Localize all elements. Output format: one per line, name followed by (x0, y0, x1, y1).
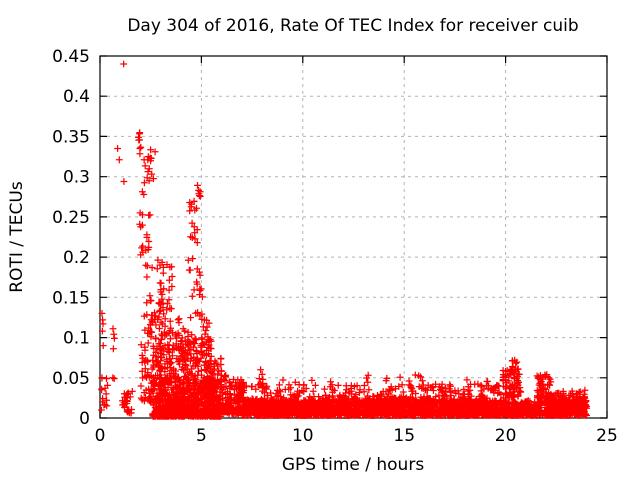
y-tick-label: 0.15 (52, 288, 90, 308)
x-tick-label: 25 (596, 426, 618, 446)
x-tick-label: 0 (95, 426, 106, 446)
chart-title: Day 304 of 2016, Rate Of TEC Index for r… (127, 16, 578, 36)
y-tick-label: 0.3 (63, 168, 90, 188)
y-tick-label: 0.05 (52, 369, 90, 389)
y-tick-label: 0 (79, 409, 90, 429)
x-tick-label: 5 (196, 426, 207, 446)
y-tick-label: 0.45 (52, 47, 90, 67)
y-tick-label: 0.35 (52, 127, 90, 147)
x-tick-label: 10 (292, 426, 314, 446)
x-tick-label: 20 (495, 426, 517, 446)
grid-lines (100, 56, 607, 418)
y-axis-label: ROTI / TECUs (7, 181, 27, 293)
tick-labels: 0 5 10 15 20 25 0 0.05 0.1 0.15 0.2 0.25 0.3 0.35 0.4 0… (52, 47, 618, 446)
y-tick-label: 0.2 (63, 248, 90, 268)
y-tick-label: 0.1 (63, 329, 90, 349)
data-series-roti (98, 60, 591, 420)
x-tick-label: 15 (393, 426, 415, 446)
y-tick-label: 0.4 (63, 87, 90, 107)
x-axis-label: GPS time / hours (282, 455, 425, 475)
y-tick-label: 0.25 (52, 208, 90, 228)
